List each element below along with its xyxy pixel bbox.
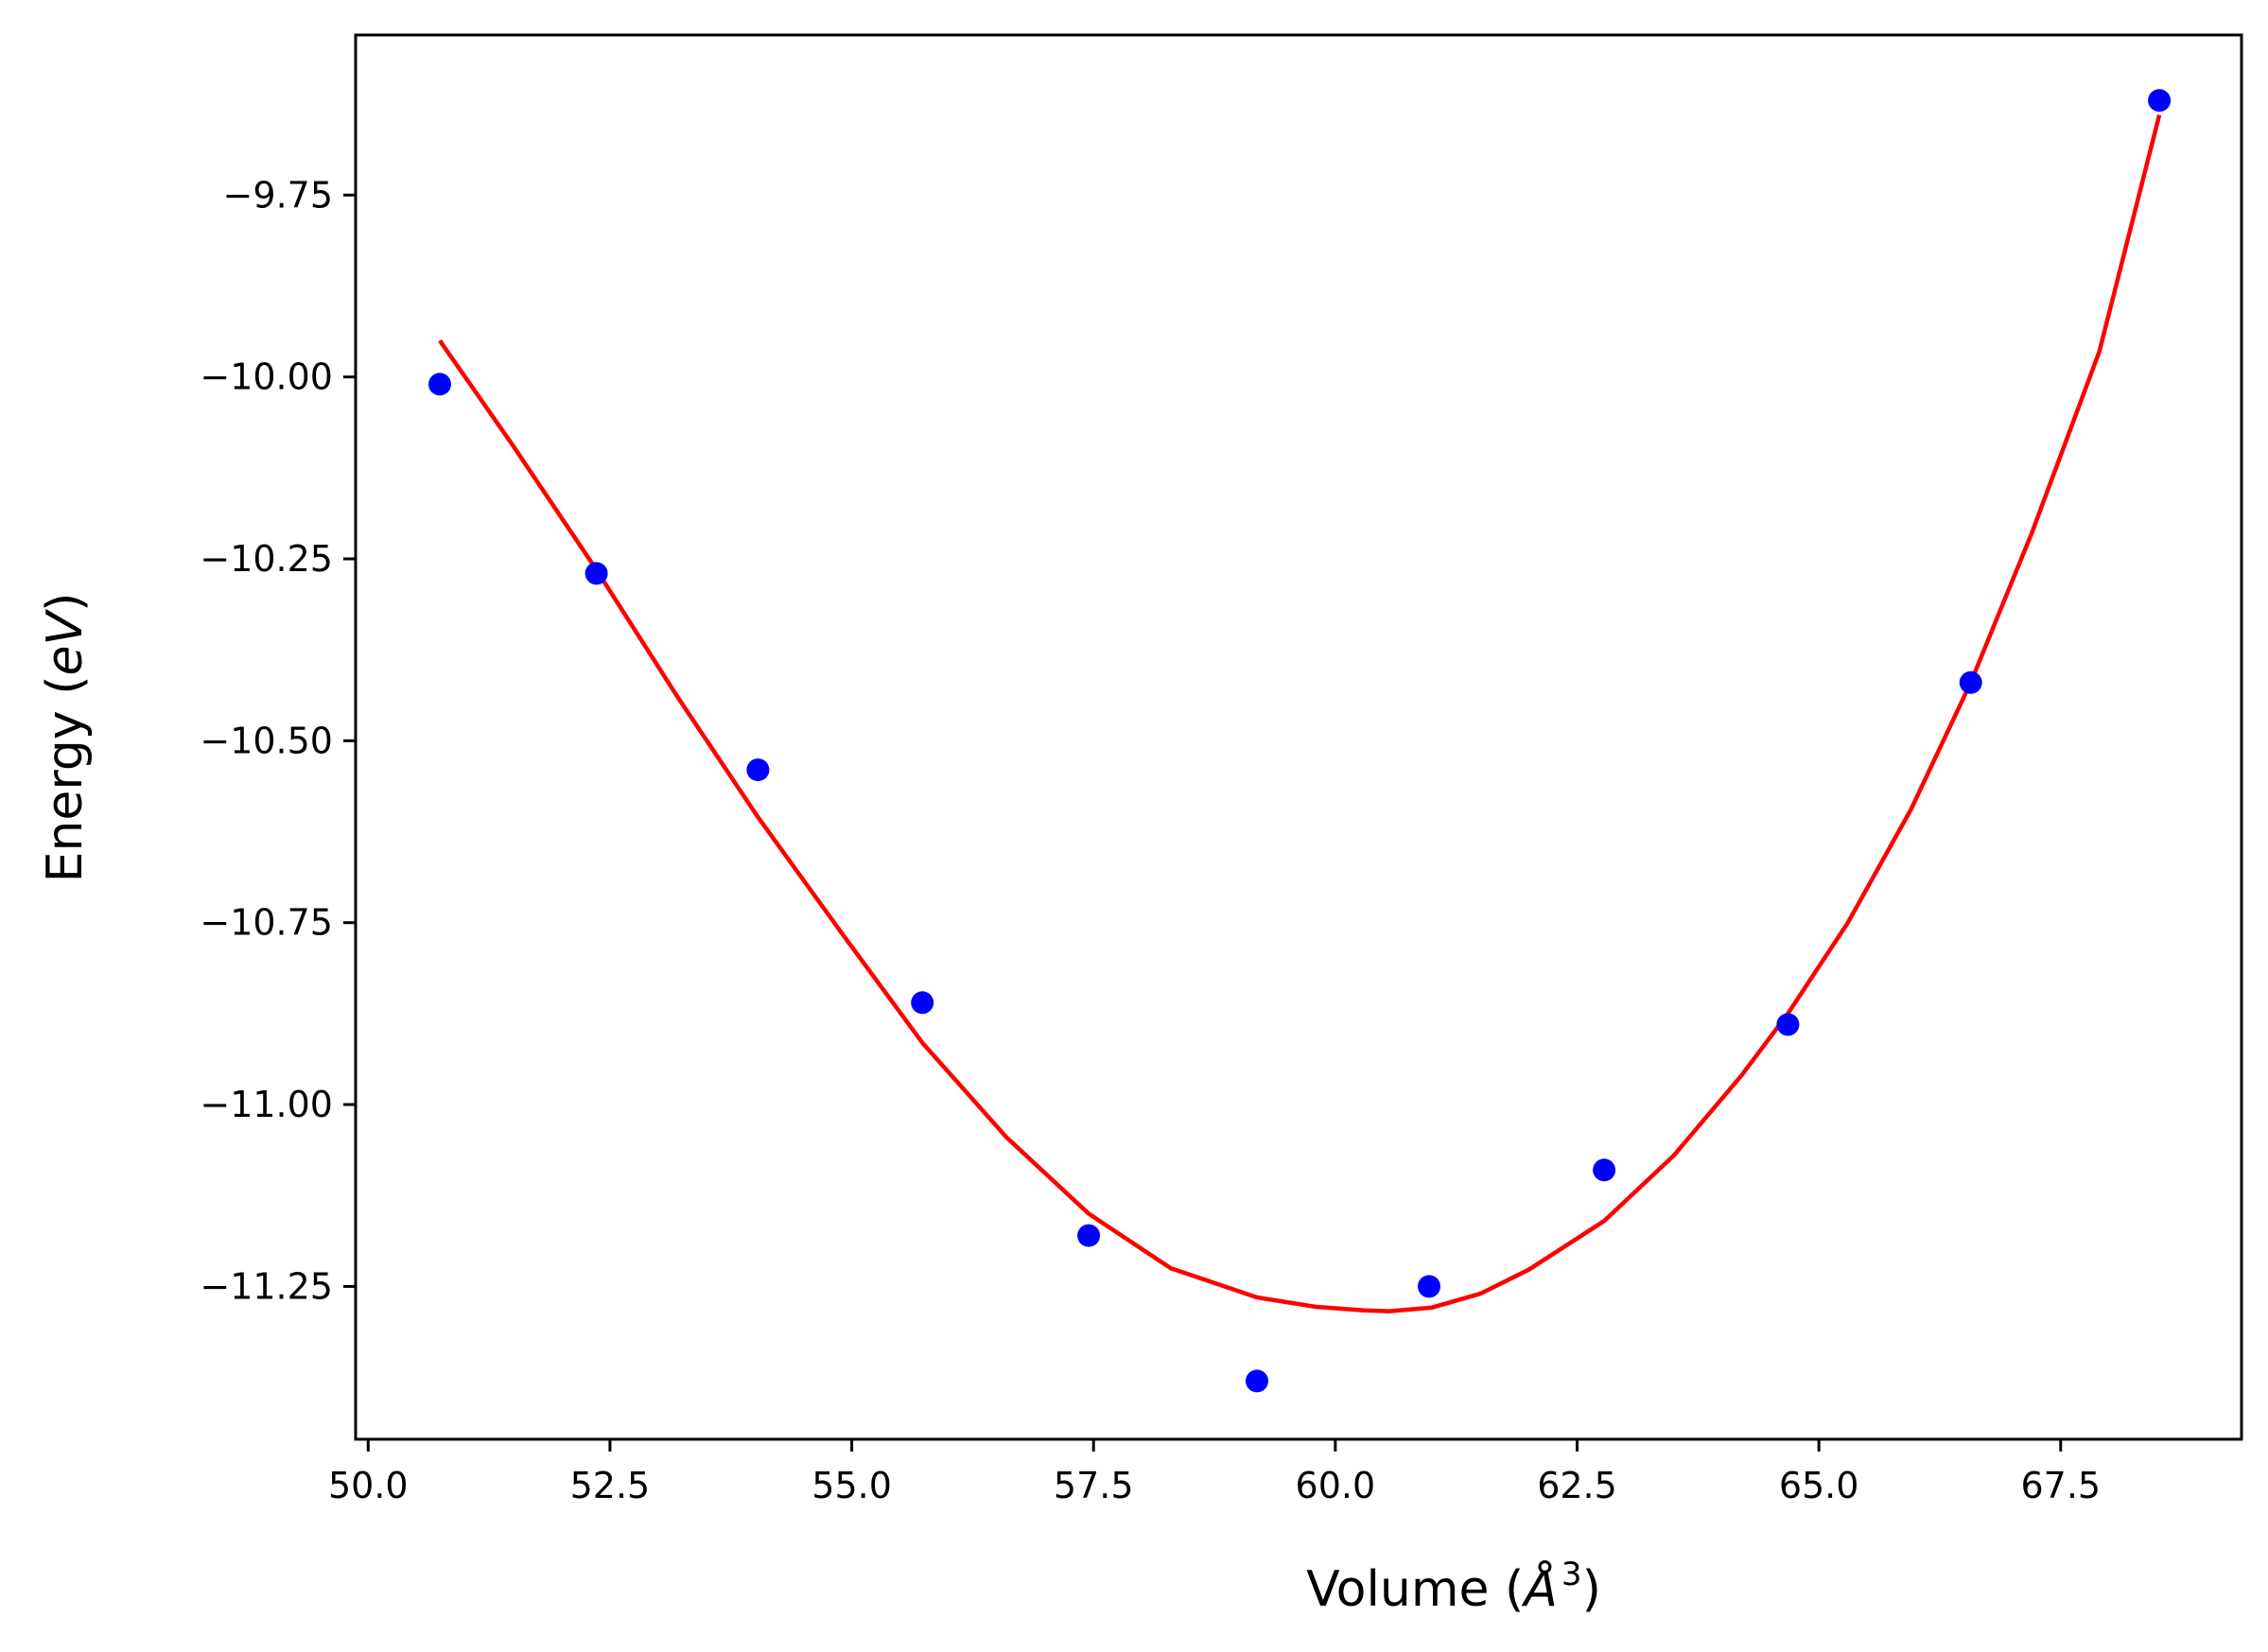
x-tick-label: 52.5 <box>570 1465 651 1506</box>
x-axis-label-suffix: ) <box>1582 1561 1601 1618</box>
y-tick-label: −10.00 <box>200 356 333 398</box>
data-point <box>1077 1224 1101 1247</box>
x-tick-label: 55.0 <box>811 1465 892 1506</box>
fit-curve-layer <box>438 114 2162 1313</box>
x-axis-ticks: 50.0 52.5 55.0 57.5 60.0 62.5 65.0 67.5 <box>328 1439 2101 1506</box>
x-tick-label: 65.0 <box>1779 1465 1859 1506</box>
x-tick-label: 67.5 <box>2020 1465 2101 1506</box>
x-tick-label: 60.0 <box>1296 1465 1376 1506</box>
data-point <box>1246 1369 1268 1393</box>
data-point <box>1418 1275 1440 1298</box>
data-point <box>1959 670 1982 694</box>
data-point <box>746 758 770 782</box>
data-points-layer <box>428 89 2172 1393</box>
data-point <box>1776 1013 1800 1036</box>
y-axis-label-unit: eV <box>37 609 94 676</box>
y-axis-label: Energy (eV) <box>37 593 94 883</box>
y-tick-label: −10.25 <box>200 538 333 580</box>
data-point <box>911 991 934 1015</box>
x-axis-label-prefix: Volume ( <box>1306 1561 1524 1618</box>
y-axis-ticks: −9.75 −10.00 −10.25 −10.50 −10.75 −11.00 −11.2… <box>200 174 356 1307</box>
x-axis-label-superscript: 3 <box>1561 1556 1582 1593</box>
axes-frame <box>354 33 2243 1441</box>
x-tick-label: 50.0 <box>328 1465 409 1506</box>
data-point <box>584 562 608 585</box>
data-point <box>428 373 451 396</box>
y-tick-label: −10.50 <box>200 720 333 761</box>
x-tick-label: 62.5 <box>1537 1465 1617 1506</box>
y-axis-label-suffix: ) <box>37 593 94 612</box>
plot-area <box>428 89 2172 1393</box>
y-tick-label: −11.00 <box>200 1084 333 1125</box>
y-tick-label: −11.25 <box>200 1265 333 1307</box>
y-tick-label: −9.75 <box>223 174 333 216</box>
y-axis-label-prefix: Energy ( <box>37 676 94 883</box>
x-axis-label: Volume (Å 3) <box>1306 1556 1601 1618</box>
x-axis-label-unit: Å <box>1521 1559 1558 1618</box>
data-point <box>1593 1158 1616 1182</box>
x-tick-label: 57.5 <box>1054 1465 1134 1506</box>
fit-curve-line <box>438 114 2162 1313</box>
data-point <box>2148 89 2172 113</box>
y-tick-label: −10.75 <box>200 902 333 944</box>
